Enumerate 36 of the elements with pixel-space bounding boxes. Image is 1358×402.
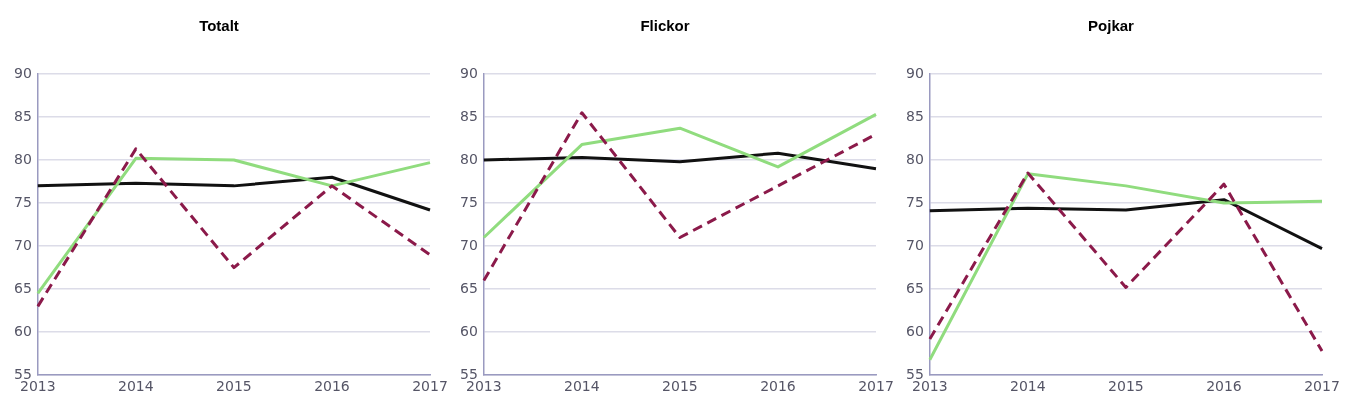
y-tick-label: 75 xyxy=(13,193,32,210)
y-tick-label: 70 xyxy=(459,236,478,253)
x-tick-label: 2015 xyxy=(662,378,698,395)
y-tick-label: 70 xyxy=(13,236,32,253)
x-tick-label: 2015 xyxy=(216,378,252,395)
y-tick-label: 85 xyxy=(459,107,478,124)
y-tick-label: 90 xyxy=(459,64,478,81)
y-tick-label: 75 xyxy=(905,193,924,210)
y-tick-label: 65 xyxy=(459,279,478,296)
chart-title: Pojkar xyxy=(1088,17,1135,35)
y-tick-label: 60 xyxy=(13,322,32,339)
y-tick-label: 60 xyxy=(459,322,478,339)
x-tick-label: 2014 xyxy=(118,378,154,395)
y-tick-label: 65 xyxy=(905,279,924,296)
chart-title: Totalt xyxy=(199,17,239,35)
y-tick-label: 85 xyxy=(905,107,924,124)
x-tick-label: 2014 xyxy=(1010,378,1046,395)
x-tick-label: 2016 xyxy=(314,378,350,395)
chart-title: Flickor xyxy=(640,17,690,35)
y-tick-label: 80 xyxy=(13,150,32,167)
y-tick-label: 70 xyxy=(905,236,924,253)
y-tick-label: 75 xyxy=(459,193,478,210)
y-tick-label: 60 xyxy=(905,322,924,339)
x-tick-label: 2015 xyxy=(1108,378,1144,395)
y-tick-label: 80 xyxy=(905,150,924,167)
y-tick-label: 65 xyxy=(13,279,32,296)
y-tick-label: 90 xyxy=(905,64,924,81)
x-tick-label: 2017 xyxy=(858,378,894,395)
x-tick-label: 2016 xyxy=(1206,378,1242,395)
x-tick-label: 2017 xyxy=(1304,378,1340,395)
y-tick-label: 90 xyxy=(13,64,32,81)
y-tick-label: 85 xyxy=(13,107,32,124)
x-tick-label: 2014 xyxy=(564,378,600,395)
x-tick-label: 2017 xyxy=(412,378,448,395)
x-tick-label: 2016 xyxy=(760,378,796,395)
y-tick-label: 80 xyxy=(459,150,478,167)
